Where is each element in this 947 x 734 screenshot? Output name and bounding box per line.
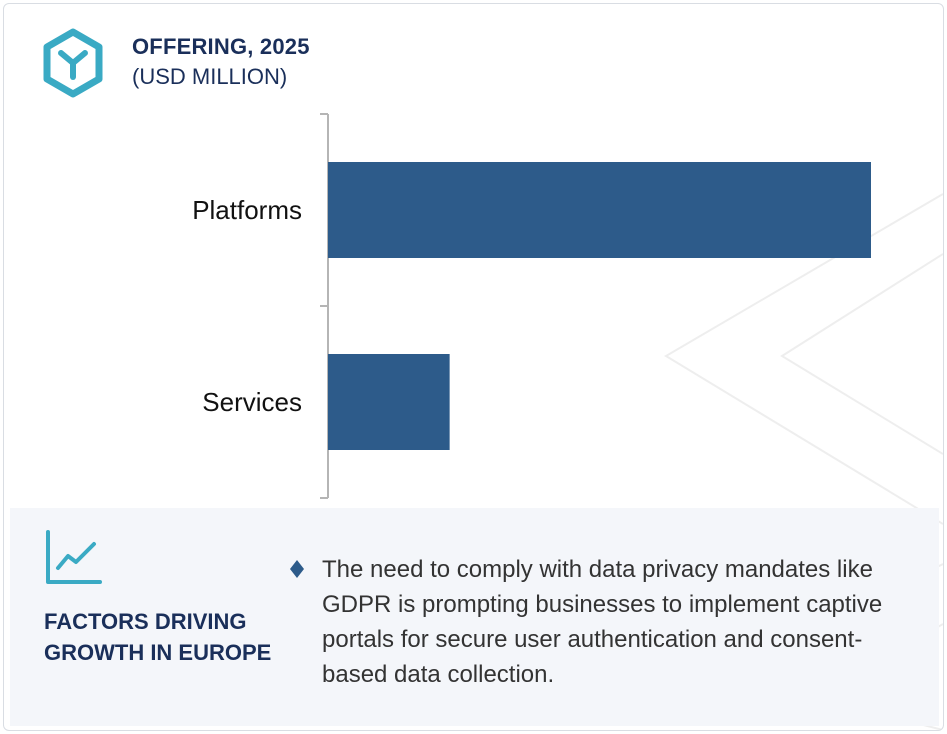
bar-services	[328, 354, 450, 450]
factors-panel: FACTORS DRIVING GROWTH IN EUROPE The nee…	[10, 508, 939, 726]
factors-title-line2: GROWTH IN EUROPE	[44, 640, 272, 665]
infographic-card: OFFERING, 2025 (USD MILLION) Platforms Se…	[3, 3, 944, 731]
category-label: Platforms	[192, 195, 302, 225]
trend-line-icon	[46, 530, 102, 584]
factors-title: FACTORS DRIVING GROWTH IN EUROPE	[44, 606, 294, 668]
factor-bullet-text: The need to comply with data privacy man…	[322, 556, 883, 688]
factors-title-line1: FACTORS DRIVING	[44, 609, 247, 634]
chart-subtitle: (USD MILLION)	[132, 64, 288, 89]
bar-platforms	[328, 162, 871, 258]
diamond-bullet-icon	[290, 560, 304, 578]
hexagon-y-icon	[43, 28, 103, 98]
bar-chart: Platforms Services	[192, 113, 871, 499]
category-label: Services	[202, 387, 302, 417]
chart-title: OFFERING, 2025	[132, 34, 310, 59]
